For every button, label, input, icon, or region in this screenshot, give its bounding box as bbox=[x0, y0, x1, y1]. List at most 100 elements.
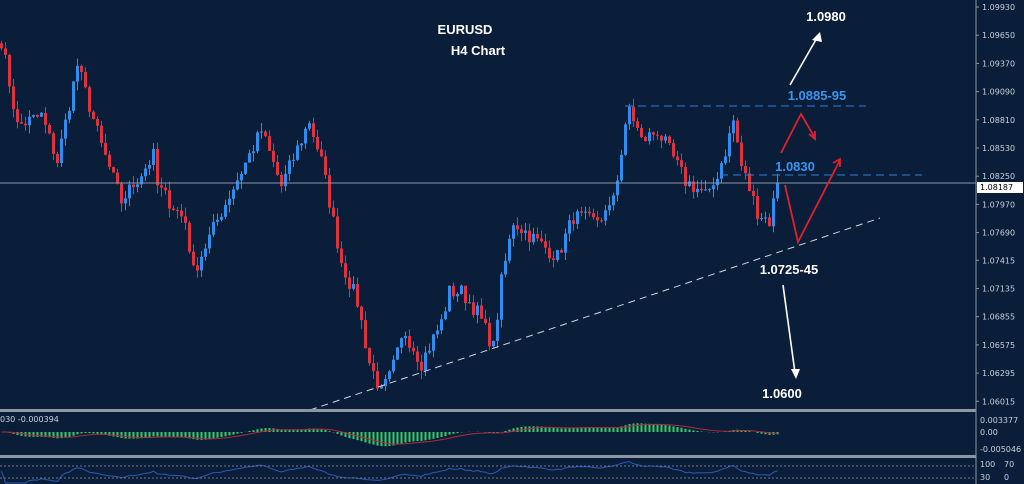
candle bbox=[552, 251, 555, 268]
candle-body bbox=[216, 219, 219, 222]
candle bbox=[616, 175, 619, 202]
candle-body bbox=[572, 220, 575, 224]
candle-body bbox=[456, 294, 459, 297]
candle bbox=[404, 331, 407, 346]
candle-body bbox=[260, 131, 263, 133]
candle-body bbox=[0, 43, 3, 49]
current-price-box bbox=[977, 182, 1023, 193]
candle-body bbox=[460, 285, 463, 295]
candle bbox=[668, 135, 671, 145]
candle-body bbox=[200, 256, 203, 271]
candle-body bbox=[104, 142, 107, 155]
macd-tick: 0.003377 bbox=[980, 416, 1018, 425]
candle bbox=[304, 126, 307, 149]
candle bbox=[408, 329, 411, 353]
candle-body bbox=[148, 165, 151, 169]
candle bbox=[208, 226, 211, 254]
candle bbox=[432, 333, 435, 358]
y-tick-label: 1.08810 bbox=[982, 116, 1015, 125]
candle bbox=[488, 317, 491, 351]
candle bbox=[524, 223, 527, 241]
candle bbox=[768, 213, 771, 227]
candle-body bbox=[696, 188, 699, 193]
candle-body bbox=[768, 217, 771, 227]
candle-body bbox=[708, 189, 711, 191]
candle-body bbox=[776, 182, 779, 199]
candle bbox=[144, 164, 147, 181]
candle bbox=[228, 190, 231, 213]
y-tick-label: 1.06855 bbox=[982, 313, 1015, 322]
candle-body bbox=[692, 181, 695, 193]
candle-body bbox=[24, 123, 27, 126]
candle bbox=[148, 159, 151, 176]
candle-body bbox=[76, 65, 79, 82]
candle bbox=[12, 78, 15, 118]
y-tick-label: 1.07415 bbox=[982, 256, 1015, 265]
pivot-label: 1.0830 bbox=[775, 159, 815, 174]
candle-body bbox=[448, 285, 451, 312]
candle-body bbox=[552, 258, 555, 261]
candle-body bbox=[168, 190, 171, 209]
candle bbox=[4, 42, 7, 59]
candle-body bbox=[504, 260, 507, 275]
candle-body bbox=[352, 284, 355, 289]
candle-body bbox=[4, 48, 7, 55]
candle bbox=[692, 175, 695, 199]
candle-body bbox=[744, 166, 747, 174]
candle bbox=[40, 112, 43, 117]
candle-body bbox=[588, 211, 591, 214]
candle bbox=[632, 98, 635, 128]
chart-subtitle: H4 Chart bbox=[451, 43, 506, 58]
candle bbox=[364, 311, 367, 349]
candle bbox=[492, 340, 495, 348]
candle bbox=[96, 116, 99, 132]
candle bbox=[88, 85, 91, 118]
candle-body bbox=[380, 385, 383, 389]
support-label: 1.0725-45 bbox=[760, 262, 819, 277]
candle-body bbox=[712, 185, 715, 190]
candle-body bbox=[452, 285, 455, 297]
candle-body bbox=[604, 210, 607, 221]
candle-body bbox=[376, 371, 379, 389]
candle-body bbox=[100, 125, 103, 143]
candle bbox=[764, 211, 767, 224]
candle bbox=[20, 113, 23, 124]
candle-body bbox=[36, 115, 39, 117]
candle-body bbox=[80, 65, 83, 73]
candle bbox=[724, 149, 727, 165]
candle-body bbox=[220, 216, 223, 220]
candle-body bbox=[652, 132, 655, 135]
candle bbox=[544, 233, 547, 254]
candle-body bbox=[680, 160, 683, 167]
candle bbox=[240, 171, 243, 189]
candle-body bbox=[644, 137, 647, 142]
candle-body bbox=[16, 109, 19, 123]
candle bbox=[268, 130, 271, 151]
candle bbox=[212, 213, 215, 238]
candle-body bbox=[360, 306, 363, 321]
candle-body bbox=[716, 178, 719, 186]
candle bbox=[576, 209, 579, 230]
candle bbox=[656, 130, 659, 140]
candle bbox=[568, 214, 571, 242]
candle-body bbox=[124, 198, 127, 204]
candle-body bbox=[564, 233, 567, 253]
candle-body bbox=[132, 184, 135, 188]
candle bbox=[608, 196, 611, 216]
candle bbox=[584, 206, 587, 220]
y-tick-label: 1.08250 bbox=[982, 172, 1015, 181]
candle bbox=[140, 173, 143, 188]
candle bbox=[472, 295, 475, 319]
candle bbox=[224, 199, 227, 219]
candle bbox=[624, 122, 627, 156]
candle bbox=[700, 180, 703, 194]
candle-body bbox=[432, 334, 435, 351]
candle bbox=[52, 131, 55, 161]
candle-body bbox=[524, 230, 527, 233]
candle bbox=[384, 374, 387, 391]
candle-body bbox=[248, 153, 251, 163]
candle bbox=[468, 294, 471, 304]
target-down-label: 1.0600 bbox=[762, 386, 802, 401]
candle bbox=[36, 114, 39, 118]
candle-body bbox=[756, 196, 759, 220]
